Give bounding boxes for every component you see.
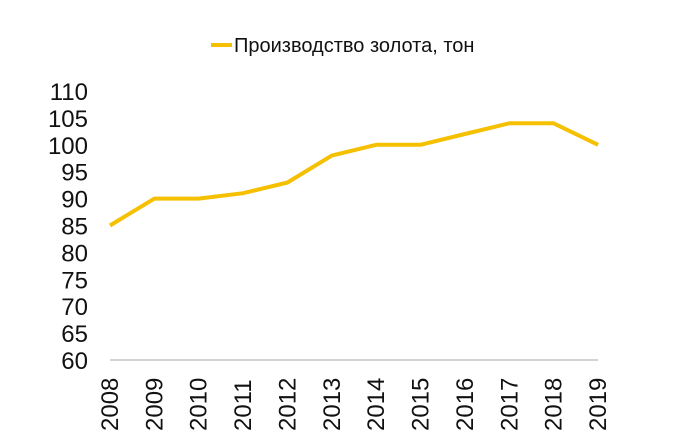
y-tick-label: 75 <box>61 267 88 294</box>
y-tick-label: 85 <box>61 214 88 241</box>
x-tick-label: 2019 <box>585 378 612 431</box>
x-tick-label: 2012 <box>274 378 301 431</box>
series-line <box>108 121 599 228</box>
x-tick-label: 2017 <box>496 378 523 431</box>
y-tick-label: 95 <box>61 160 88 187</box>
data-point <box>374 143 378 147</box>
x-tick-label: 2016 <box>452 378 479 431</box>
data-point <box>596 143 600 147</box>
x-axis: 2008 2009 2010 2011 2012 2013 2014 2015 2016 2017… <box>97 359 612 431</box>
y-tick-label: 65 <box>61 321 88 348</box>
x-tick-label: 2015 <box>408 378 435 431</box>
series-layer <box>108 121 600 228</box>
data-point <box>330 154 334 158</box>
y-tick-label: 90 <box>61 187 88 214</box>
data-point <box>419 143 423 147</box>
x-tick-label: 2009 <box>141 378 168 431</box>
y-tick-label: 80 <box>61 240 88 267</box>
x-tick-label: 2010 <box>186 378 213 431</box>
data-point <box>285 180 289 184</box>
x-tick-label: 2014 <box>363 378 390 431</box>
y-tick-label: 60 <box>61 348 88 375</box>
legend-label: Производство золота, тон <box>234 35 474 57</box>
x-tick-label: 2018 <box>541 378 568 431</box>
data-point <box>152 197 156 201</box>
legend: Производство золота, тон <box>211 35 474 57</box>
y-tick-label: 105 <box>48 106 88 133</box>
data-point <box>507 121 511 125</box>
data-point <box>241 191 245 195</box>
y-tick-label: 70 <box>61 294 88 321</box>
data-point <box>108 224 112 228</box>
y-tick-label: 100 <box>48 133 88 160</box>
x-tick-label: 2013 <box>319 378 346 431</box>
data-point <box>197 197 201 201</box>
y-tick-label: 110 <box>50 79 88 106</box>
x-tick-label: 2008 <box>97 378 124 431</box>
data-point <box>552 121 556 125</box>
data-point <box>463 132 467 136</box>
x-tick-label: 2011 <box>230 379 257 431</box>
